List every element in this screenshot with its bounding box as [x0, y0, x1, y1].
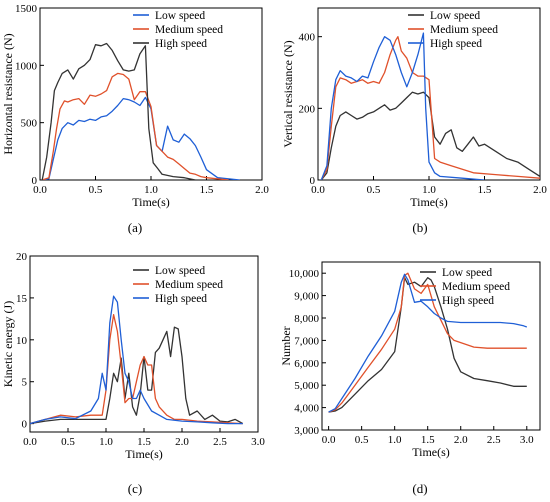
x-tick-label: 1.5: [421, 434, 435, 446]
y-tick-label: 8,000: [294, 313, 319, 325]
series-line-high-speed: [328, 273, 528, 413]
y-tick-label: 5: [22, 377, 28, 389]
panel-4: 0.0 0.5 1.0 1.5 2.0 2.5 3.0 3,000 4,000 5,000 6,00…: [279, 261, 541, 496]
panel-2: 0.0 0.5 1.0 1.5 2.0 0 200 400 Time(s) Vertical re…: [281, 7, 547, 235]
x-tick-label: 1.0: [388, 434, 402, 446]
series-group: [328, 272, 528, 413]
y-tick-label: 7,000: [294, 335, 319, 347]
panel-caption: (a): [128, 220, 142, 235]
y-tick-label: 1000: [15, 60, 38, 72]
series-line-medium-speed: [30, 314, 243, 425]
series-line-low-speed: [30, 326, 244, 425]
x-tick-label: 2.0: [533, 184, 547, 196]
series-group: [41, 42, 240, 180]
x-tick-label: 1.0: [144, 184, 158, 196]
y-tick-label: 15: [16, 293, 28, 305]
x-tick-label: 2.0: [454, 434, 468, 446]
legend-entry: Low speed: [155, 265, 205, 277]
legend-entry: High speed: [430, 38, 482, 50]
y-tick-label: 20: [16, 251, 28, 263]
y-axis-label: Number: [279, 326, 293, 365]
series-line-low-speed: [42, 96, 240, 180]
panel-caption: (d): [412, 481, 427, 496]
y-axis-label: Kinetic energy (J): [1, 301, 15, 387]
y-tick-label: 500: [21, 118, 38, 130]
legend-entry: Low speed: [155, 10, 205, 22]
panel-caption: (b): [412, 220, 427, 235]
panel-caption: (c): [128, 481, 142, 496]
x-tick-label: 0.5: [61, 436, 75, 448]
x-tick-label: 3.0: [251, 436, 265, 448]
series-line-medium-speed: [320, 36, 540, 180]
legend-entry: High speed: [442, 295, 494, 307]
series-group: [30, 295, 244, 425]
series-line-high-speed: [320, 32, 485, 180]
legend-entry: Medium speed: [155, 279, 223, 291]
legend-entry: Medium speed: [430, 24, 498, 36]
y-tick-label: 400: [299, 32, 316, 44]
series-line-low-speed: [320, 91, 540, 180]
y-tick-label: 6,000: [294, 358, 319, 370]
y-tick-label: 0: [32, 175, 38, 187]
x-tick-label: 0.0: [33, 184, 47, 196]
series-line-high-speed: [41, 42, 196, 180]
x-tick-label: 0.5: [89, 184, 103, 196]
legend-entry: Low speed: [430, 10, 480, 22]
y-tick-label: 0: [22, 419, 28, 431]
x-tick-label: 3.0: [520, 434, 534, 446]
y-tick-label: 5,000: [294, 380, 319, 392]
x-axis-label: Time(s): [410, 195, 448, 209]
legend-entry: Medium speed: [155, 24, 223, 36]
y-tick-label: 10: [16, 335, 28, 347]
legend-entry: Medium speed: [442, 281, 510, 293]
series-group: [320, 32, 540, 180]
x-tick-label: 2.0: [175, 436, 189, 448]
x-axis-label: Time(s): [125, 447, 163, 461]
x-axis-label: Time(s): [412, 445, 450, 459]
x-tick-label: 1.0: [99, 436, 113, 448]
series-line-low-speed: [328, 277, 527, 413]
plot-frame: [29, 255, 259, 433]
series-line-medium-speed: [41, 72, 229, 180]
legend-entry: Low speed: [442, 267, 492, 279]
x-tick-label: 1.0: [422, 184, 436, 196]
x-tick-label: 0.0: [23, 436, 37, 448]
x-tick-label: 2.0: [255, 184, 269, 196]
x-tick-label: 2.5: [487, 434, 501, 446]
y-tick-label: 200: [299, 103, 316, 115]
legend-entry: High speed: [155, 38, 207, 50]
panel-3: 0.0 0.5 1.0 1.5 2.0 2.5 3.0 0 5 10 15 20 Time(s) Kine…: [1, 251, 265, 496]
panel-1: 0.0 0.5 1.0 1.5 2.0 0 500 1000 1500 Time(s) Horizo…: [1, 3, 269, 235]
x-tick-label: 2.5: [213, 436, 227, 448]
x-tick-label: 1.5: [478, 184, 492, 196]
x-tick-label: 0.5: [355, 434, 369, 446]
x-tick-label: 0.0: [322, 434, 336, 446]
x-tick-label: 1.5: [137, 436, 151, 448]
x-tick-label: 0.0: [311, 184, 325, 196]
series-line-high-speed: [30, 295, 243, 425]
x-axis-label: Time(s): [132, 195, 170, 209]
y-tick-label: 9,000: [294, 291, 319, 303]
y-tick-label: 3,000: [294, 425, 319, 437]
x-tick-label: 0.5: [367, 184, 381, 196]
y-tick-label: 10,000: [289, 268, 320, 280]
plot-frame: [39, 7, 263, 181]
series-line-medium-speed: [328, 272, 527, 413]
y-tick-label: 4,000: [294, 403, 319, 415]
y-axis-label: Horizontal resistance (N): [1, 33, 15, 154]
y-axis-label: Vertical resistance (N): [281, 40, 295, 147]
x-tick-label: 1.5: [200, 184, 214, 196]
y-tick-label: 1500: [15, 3, 38, 15]
legend-entry: High speed: [155, 293, 207, 305]
plot-frame: [321, 261, 541, 431]
y-tick-label: 0: [310, 175, 316, 187]
